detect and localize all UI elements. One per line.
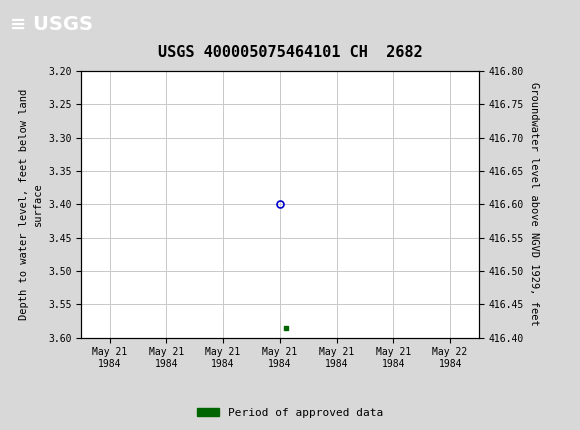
Y-axis label: Groundwater level above NGVD 1929, feet: Groundwater level above NGVD 1929, feet bbox=[529, 83, 539, 326]
Legend: Period of approved data: Period of approved data bbox=[193, 403, 387, 422]
Text: USGS 400005075464101 CH  2682: USGS 400005075464101 CH 2682 bbox=[158, 45, 422, 60]
Text: ≡ USGS: ≡ USGS bbox=[10, 15, 93, 34]
Y-axis label: Depth to water level, feet below land
surface: Depth to water level, feet below land su… bbox=[19, 89, 42, 320]
